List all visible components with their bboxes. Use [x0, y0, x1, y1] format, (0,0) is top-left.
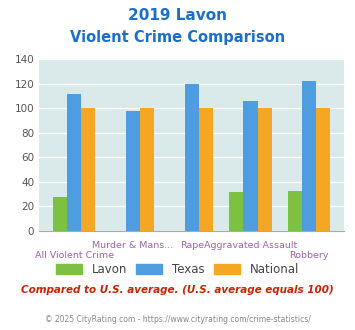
Text: Compared to U.S. average. (U.S. average equals 100): Compared to U.S. average. (U.S. average …: [21, 285, 334, 295]
Bar: [244, 101, 258, 231]
Text: Aggravated Assault: Aggravated Assault: [204, 241, 297, 250]
Bar: [67, 94, 81, 231]
Bar: [288, 190, 302, 231]
Text: © 2025 CityRating.com - https://www.cityrating.com/crime-statistics/: © 2025 CityRating.com - https://www.city…: [45, 315, 310, 324]
Text: Rape: Rape: [180, 241, 204, 250]
Text: 2019 Lavon: 2019 Lavon: [128, 8, 227, 23]
Text: Robbery: Robbery: [290, 251, 329, 260]
Bar: [53, 197, 67, 231]
Bar: [199, 109, 213, 231]
Text: Violent Crime Comparison: Violent Crime Comparison: [70, 30, 285, 45]
Bar: [302, 82, 316, 231]
Bar: [126, 111, 140, 231]
Bar: [81, 109, 95, 231]
Legend: Lavon, Texas, National: Lavon, Texas, National: [51, 258, 304, 281]
Bar: [258, 109, 272, 231]
Bar: [229, 192, 244, 231]
Text: Murder & Mans...: Murder & Mans...: [92, 241, 174, 250]
Bar: [316, 109, 331, 231]
Bar: [185, 84, 199, 231]
Text: All Violent Crime: All Violent Crime: [34, 251, 114, 260]
Bar: [140, 109, 154, 231]
